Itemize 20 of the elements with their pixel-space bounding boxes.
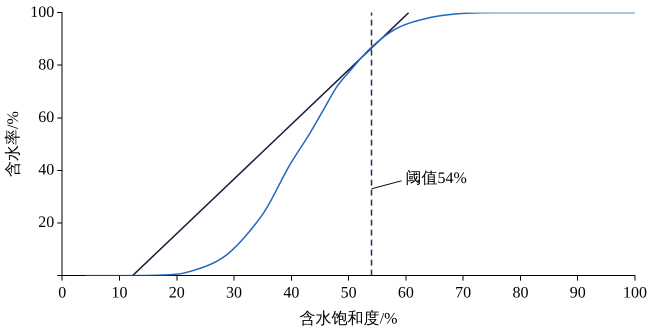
x-tick-label: 50 [340, 284, 357, 302]
y-tick-label: 80 [38, 56, 54, 74]
line-series [84, 12, 635, 276]
x-tick-label: 90 [570, 284, 586, 302]
y-tick-label: 40 [38, 162, 54, 179]
x-tick-label: 0 [58, 284, 66, 302]
x-tick-label: 40 [283, 284, 300, 302]
x-tick-label: 60 [398, 284, 414, 302]
x-tick-label: 30 [226, 284, 242, 302]
ref-line-label: 阈值54% [406, 169, 467, 188]
y-axis-title: 含水率/% [4, 111, 22, 177]
x-tick-label: 10 [111, 284, 128, 302]
y-tick-label: 60 [38, 109, 54, 126]
x-tick-label: 80 [512, 284, 528, 302]
y-tick-label: 20 [38, 214, 54, 232]
x-tick-label: 20 [168, 284, 185, 302]
x-axis-title: 含水饱和度/% [300, 310, 398, 328]
x-tick-label: 100 [623, 284, 647, 302]
x-tick-label: 70 [455, 284, 472, 302]
y-tick-label: 100 [30, 4, 54, 21]
